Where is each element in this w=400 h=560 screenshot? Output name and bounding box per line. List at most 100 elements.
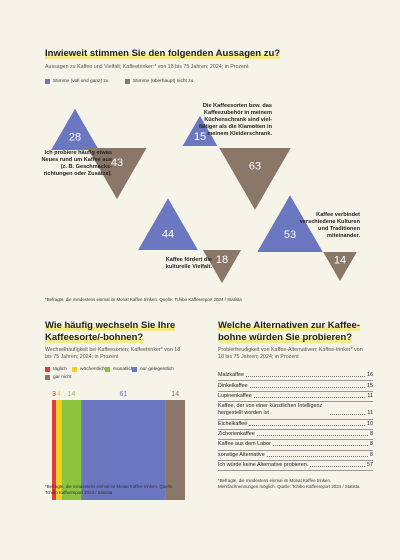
row-label: Kaffee, der von einer künstlichen Intell…	[218, 403, 323, 417]
table-row: Kaffee aus dem Labor 8	[218, 440, 373, 451]
source: *Befragte, die mindestens einmal im Mona…	[218, 478, 360, 489]
row-label: Lupinenkaffee	[218, 392, 252, 399]
disagree-triangle	[202, 250, 242, 284]
legend-swatch	[105, 367, 110, 372]
leader	[249, 386, 365, 388]
legend-item: monatlich	[105, 367, 134, 372]
leader	[310, 466, 365, 468]
statement: Kaffee fördert die kulturelle Vielfalt.	[165, 257, 212, 270]
section-title: Welche Alternativen zur Kaffee-bohne wür…	[218, 320, 373, 344]
row-value: 11	[367, 410, 373, 417]
leader	[330, 414, 366, 416]
row-value: 10	[367, 420, 373, 427]
row-label: Ich würde keine Alternative probieren.	[218, 462, 309, 469]
leader	[256, 435, 368, 437]
agree-label: 53	[284, 229, 296, 241]
leader	[272, 445, 368, 447]
row-value: 8	[370, 431, 373, 438]
disagree-label: 14	[334, 255, 346, 267]
legend-item: Stimme (überhaupt) nicht zu	[125, 79, 193, 84]
bar-value: 61	[119, 391, 127, 398]
bar-value: 14	[67, 391, 75, 398]
bar-segment	[52, 400, 57, 500]
legend-item: nur gelegentlich	[132, 367, 174, 372]
agree-triangle	[182, 115, 218, 146]
alternatives-table: Malzkaffee 16 Dinkelkaffee 15 Lupinenkaffee 1…	[218, 371, 373, 472]
legend-label: Stimme (überhaupt) nicht zu	[133, 79, 194, 84]
title-text: Wie häufig wechseln Sie Ihre Kaffeesorte…	[45, 320, 176, 343]
bar-value: 3	[52, 391, 56, 398]
leader	[245, 376, 365, 378]
legend-item: Stimme (voll und ganz) zu	[45, 79, 108, 84]
row-label: Eichelkaffee	[218, 420, 248, 427]
bar-segment	[61, 400, 82, 500]
row-value: 8	[370, 451, 373, 458]
title-text: Welche Alternativen zur Kaffee-bohne wür…	[218, 320, 361, 343]
row-value: 8	[370, 441, 373, 448]
statement: Kaffee verbindet verschiedene Kulturen u…	[299, 212, 360, 239]
row-label: Zichorienkaffee	[218, 431, 255, 438]
table-row: Malzkaffee 16	[218, 371, 373, 382]
legend-swatch	[72, 367, 77, 372]
statement: Ich probiere häufig etwas Neues rund um …	[41, 150, 112, 177]
row-label: Kaffee aus dem Labor	[218, 441, 271, 448]
legend-item: gar nicht	[45, 375, 71, 380]
agree-triangle	[51, 108, 99, 150]
agree-triangle	[138, 198, 198, 250]
legend-label: gar nicht	[53, 375, 72, 380]
legend-swatch	[45, 367, 50, 372]
row-value: 57	[367, 462, 373, 469]
statement: Die Kaffeesorten bzw. das Kaffeezubehör …	[198, 103, 272, 137]
section-title: Inwieweit stimmen Sie den folgenden Auss…	[45, 48, 365, 60]
bar-segment	[81, 400, 166, 500]
bar-value: 14	[171, 391, 179, 398]
bar-segment	[56, 400, 62, 500]
leader	[253, 396, 366, 398]
legend-label: wöchentlich	[80, 367, 106, 372]
row-label: Dinkelkaffee	[218, 382, 248, 389]
table-row: Dinkelkaffee 15	[218, 381, 373, 392]
legend-item: wöchentlich	[72, 367, 105, 372]
subtitle: Aussagen zu Kaffee und Vielfalt; Kaffeet…	[45, 64, 249, 70]
disagree-label: 18	[216, 254, 228, 266]
row-label: sonstige Alternative	[218, 451, 265, 458]
table-row: sonstige Alternative 8	[218, 451, 373, 461]
legend-label: Stimme (voll und ganz) zu	[53, 79, 109, 84]
row-value: 15	[367, 382, 373, 389]
table-row: Zichorienkaffee 8	[218, 430, 373, 441]
table-row: Lupinenkaffee 11	[218, 392, 373, 403]
agree-label: 15	[194, 131, 206, 143]
legend-label: nur gelegentlich	[140, 367, 174, 372]
subtitle: Probierfreudigkeit von Kaffee-Alternativ…	[218, 347, 363, 360]
row-value: 16	[367, 372, 373, 379]
legend-swatch	[132, 367, 137, 372]
disagree-triangle	[87, 148, 147, 200]
row-label: Malzkaffee	[218, 372, 244, 379]
bar-value: 4	[57, 391, 61, 398]
agree-label: 28	[69, 132, 81, 144]
leader	[266, 455, 368, 457]
disagree-label: 43	[111, 157, 123, 169]
section-title: Wie häufig wechseln Sie Ihre Kaffeesorte…	[45, 320, 190, 344]
table-row: Eichelkaffee 10	[218, 420, 373, 430]
disagree-triangle	[219, 148, 291, 210]
legend-swatch	[125, 79, 130, 84]
title-text: Inwieweit stimmen Sie den folgenden Auss…	[45, 48, 281, 59]
agree-label: 44	[162, 228, 174, 240]
source: *Befragte, die mindestens einmal im Mona…	[45, 484, 174, 495]
bar-segment	[165, 400, 185, 500]
legend-item: täglich	[45, 367, 67, 372]
disagree-triangle	[323, 252, 357, 282]
agree-triangle	[257, 195, 323, 252]
table-row: Kaffee, der von einer künstlichen Intell…	[218, 402, 373, 420]
legend-label: monatlich	[113, 367, 134, 372]
row-value: 11	[367, 392, 373, 399]
table-row: Ich würde keine Alternative probieren. 57	[218, 461, 373, 472]
subtitle: Wechselhäufigkeit bei Kaffeesorten; Kaff…	[45, 347, 181, 360]
disagree-label: 63	[249, 160, 261, 172]
source: *Befragte, die mindestens einmal im Mona…	[45, 297, 242, 302]
legend-label: täglich	[53, 367, 67, 372]
legend-swatch	[45, 79, 50, 84]
